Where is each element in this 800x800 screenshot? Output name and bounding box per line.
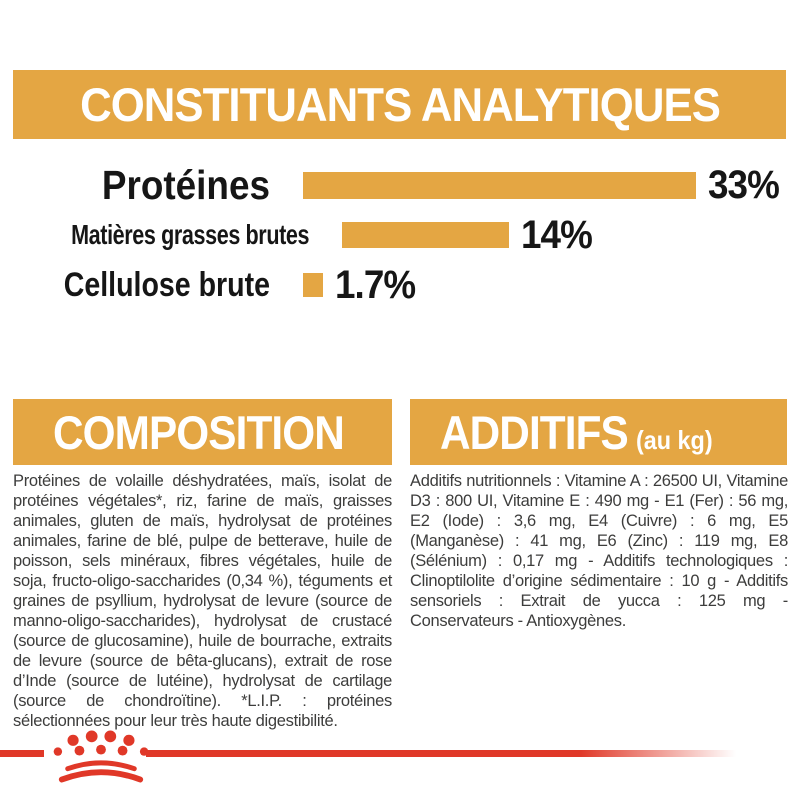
bar-area: 33% — [303, 163, 785, 208]
composition-body: Protéines de volaille déshydratées, maïs… — [13, 472, 392, 730]
composition-header: COMPOSITION — [13, 399, 392, 465]
bar — [342, 222, 510, 248]
chart-row: Cellulose brute 1.7% — [0, 260, 800, 310]
analytical-constituents-header: CONSTITUANTS ANALYTIQUES — [13, 70, 786, 139]
bar-area: 1.7% — [303, 263, 422, 308]
royal-canin-crown-logo — [53, 730, 149, 783]
additifs-header: ADDITIFS (au kg) — [410, 399, 787, 465]
additifs-title-suffix: (au kg) — [635, 424, 713, 455]
composition-title-wrap: COMPOSITION — [53, 405, 345, 460]
brand-divider-line-right — [146, 750, 748, 757]
composition-title: COMPOSITION — [53, 405, 345, 459]
additifs-body: Additifs nutritionnels : Vitamine A : 26… — [410, 472, 788, 630]
bar-category-label: Matières grasses brutes — [71, 219, 310, 250]
additifs-title-wrap: ADDITIFS (au kg) — [440, 405, 713, 460]
bar-value-label: 14% — [521, 212, 593, 257]
analytical-chart-rows: Protéines 33% Matières grasses brutes 14% Ce… — [0, 160, 800, 310]
chart-row: Protéines 33% — [0, 160, 800, 210]
additifs-title: ADDITIFS — [440, 405, 629, 459]
analytical-constituents-chart: Protéines 33% Matières grasses brutes 14% Ce… — [0, 160, 800, 310]
brand-divider-line-left — [0, 750, 44, 757]
page-title: CONSTITUANTS ANALYTIQUES — [79, 78, 721, 131]
bar-value-label: 1.7% — [335, 262, 416, 307]
bar-value-label: 33% — [708, 162, 780, 207]
bar — [303, 171, 696, 199]
bar — [303, 273, 323, 297]
chart-row: Matières grasses brutes 14% — [0, 210, 800, 260]
bar-area: 14% — [342, 213, 598, 258]
bar-category-label: Protéines — [101, 161, 270, 208]
bar-category-label: Cellulose brute — [63, 265, 270, 304]
